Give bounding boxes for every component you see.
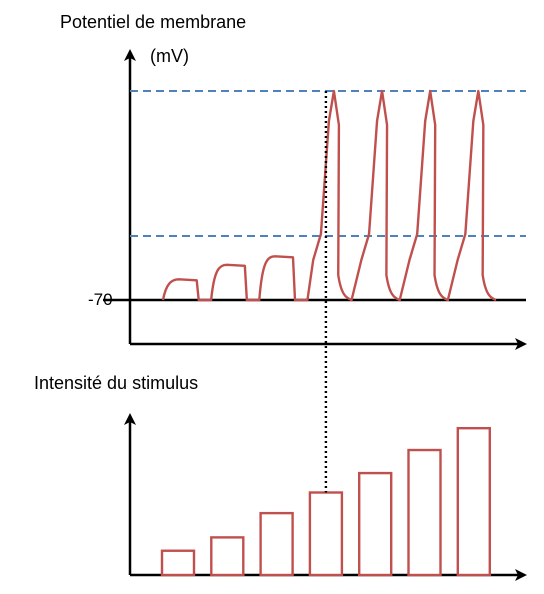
- stimulus-bar-3: [259, 511, 294, 577]
- resting-potential-label: -70: [88, 290, 113, 309]
- stimulus-bar-7: [456, 426, 491, 577]
- stimulus-bar-1: [160, 549, 196, 577]
- membrane-potential-unit: (mV): [150, 46, 189, 66]
- stimulus-bar-4: [308, 491, 344, 577]
- membrane-potential-chart: [103, 49, 527, 350]
- membrane-potential-trace: [161, 89, 497, 302]
- stimulus-intensity-title: Intensité du stimulus: [34, 373, 199, 393]
- membrane-potential-title: Potentiel de membrane: [60, 12, 247, 32]
- stimulus-bar-5: [358, 471, 393, 577]
- stimulus-bar-2: [210, 536, 245, 577]
- stimulus-chart: [124, 413, 527, 581]
- stimulus-bar-6: [407, 448, 442, 577]
